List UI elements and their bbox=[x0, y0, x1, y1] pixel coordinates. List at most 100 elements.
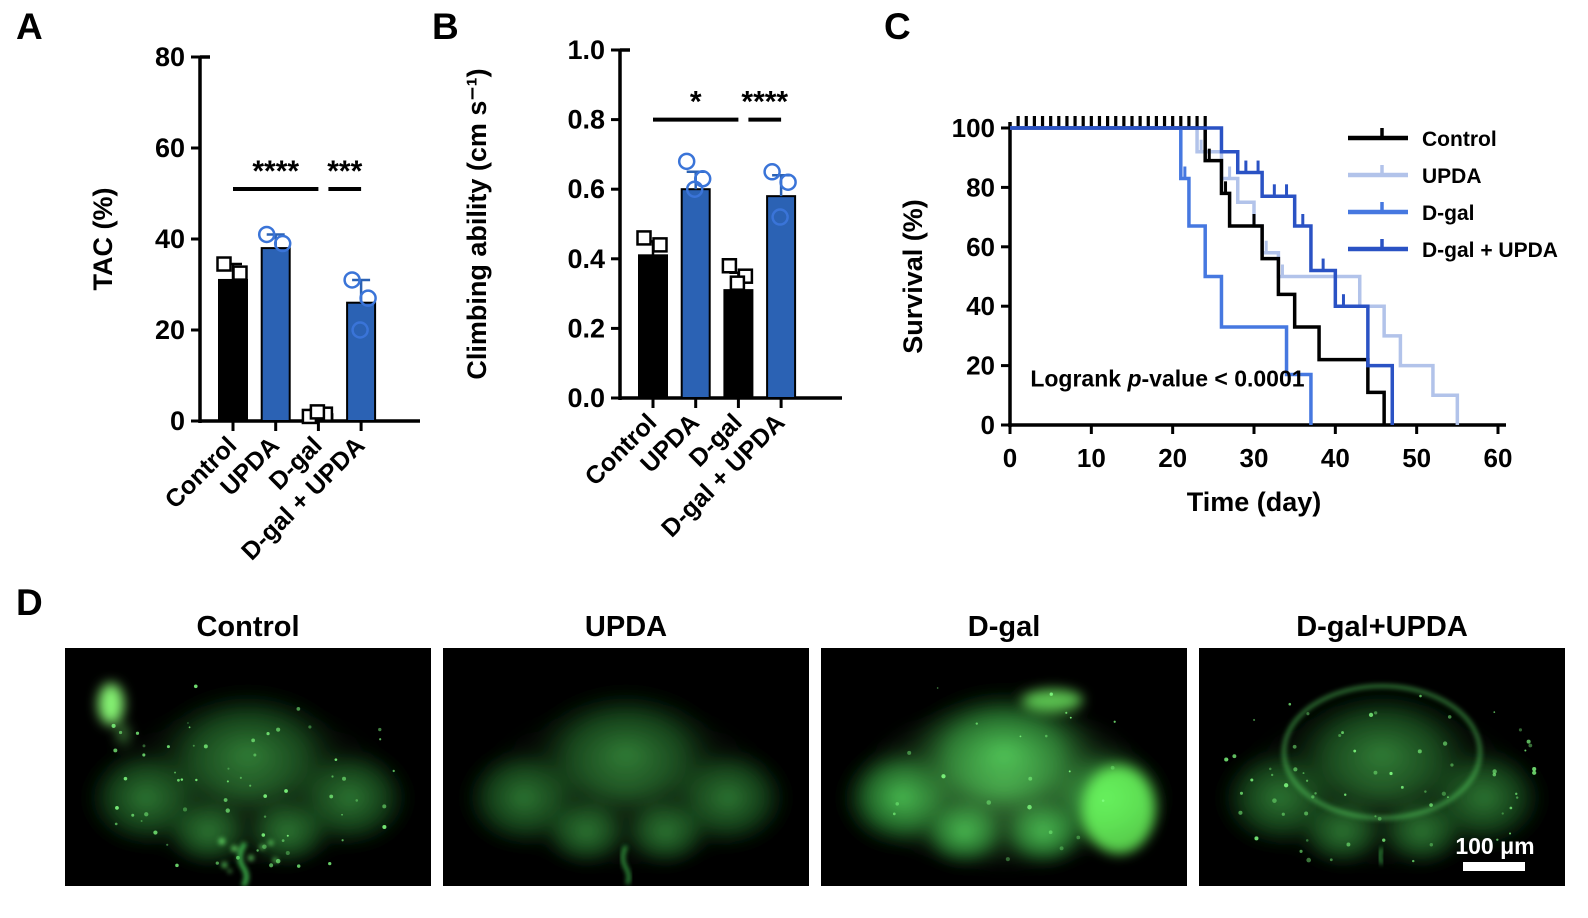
data-points-UPDA bbox=[677, 152, 712, 198]
legend-item-D-gal: D-gal bbox=[1348, 202, 1475, 225]
svg-text:40: 40 bbox=[155, 224, 185, 254]
svg-text:10: 10 bbox=[1077, 443, 1106, 473]
bar-D-gal + UPDA bbox=[766, 195, 797, 399]
x-axis-title: Time (day) bbox=[1187, 487, 1322, 517]
svg-text:TAC (%): TAC (%) bbox=[88, 188, 118, 291]
svg-text:40: 40 bbox=[966, 291, 995, 321]
significance-****: **** bbox=[233, 155, 319, 191]
micrograph-label-upda: UPDA bbox=[584, 611, 668, 643]
svg-text:0: 0 bbox=[981, 410, 995, 440]
svg-text:50: 50 bbox=[1402, 443, 1431, 473]
ventral-debris bbox=[218, 838, 278, 886]
svg-text:20: 20 bbox=[966, 351, 995, 381]
scale-bar bbox=[1463, 862, 1525, 871]
legend-item-Control: Control bbox=[1348, 128, 1497, 151]
svg-text:****: **** bbox=[252, 155, 299, 188]
micrograph-panel-upda: UPDA bbox=[443, 610, 809, 886]
svg-text:***: *** bbox=[327, 155, 362, 188]
y-axis-title: Survival (%) bbox=[898, 199, 928, 354]
svg-text:Control: Control bbox=[1422, 128, 1497, 151]
data-points-D-gal bbox=[301, 404, 334, 425]
data-points-UPDA bbox=[257, 225, 292, 253]
micrograph-control bbox=[65, 648, 431, 886]
svg-text:UPDA: UPDA bbox=[1422, 165, 1482, 188]
svg-text:D-gal: D-gal bbox=[1422, 202, 1475, 225]
bright-spot bbox=[98, 683, 124, 725]
top-censor-ticks bbox=[1016, 116, 1207, 127]
panel-b-letter: B bbox=[432, 6, 459, 47]
svg-text:0.4: 0.4 bbox=[567, 244, 605, 274]
series-D-gal bbox=[1010, 126, 1313, 425]
micrograph-dgal bbox=[821, 648, 1187, 886]
svg-text:40: 40 bbox=[1321, 443, 1350, 473]
svg-text:*: * bbox=[690, 86, 702, 119]
svg-text:30: 30 bbox=[1240, 443, 1269, 473]
logrank-annotation: Logrank p-value < 0.0001 bbox=[1030, 365, 1304, 391]
bar-UPDA bbox=[260, 247, 291, 422]
speckles bbox=[892, 687, 1116, 862]
scale-bar-label: 100 μm bbox=[1455, 833, 1534, 859]
significance-*: * bbox=[653, 86, 739, 122]
data-points-D-gal + UPDA bbox=[343, 271, 377, 339]
panel-d-letter: D bbox=[16, 582, 43, 623]
svg-text:0.2: 0.2 bbox=[567, 313, 605, 343]
micrograph-label-dgal-upda: D-gal+UPDA bbox=[1296, 611, 1468, 643]
bar-D-gal + UPDA bbox=[346, 301, 377, 423]
svg-text:60: 60 bbox=[1484, 443, 1513, 473]
data-points-D-gal + UPDA bbox=[763, 163, 797, 226]
brain-body bbox=[837, 684, 1171, 872]
significance-***: *** bbox=[327, 155, 363, 191]
micrograph-panel-dgal-upda: D-gal+UPDA 100 μm bbox=[1199, 610, 1565, 886]
brain-body bbox=[459, 684, 793, 872]
data-points-Control bbox=[216, 256, 248, 281]
svg-text:60: 60 bbox=[966, 232, 995, 262]
svg-text:0: 0 bbox=[170, 406, 185, 436]
ventral-tendril bbox=[1378, 847, 1384, 865]
micrograph-panel-dgal: D-gal bbox=[821, 610, 1187, 886]
svg-text:0.8: 0.8 bbox=[567, 105, 605, 135]
legend-item-D-gal + UPDA: D-gal + UPDA bbox=[1348, 239, 1558, 262]
data-points-D-gal bbox=[721, 258, 754, 291]
axes: 0 20 40 60 80 100 0 10 20 30 40 50 60 Time (day) Survi… bbox=[898, 113, 1512, 517]
bright-right-lobe bbox=[1083, 766, 1155, 854]
bar-Control bbox=[638, 254, 668, 399]
svg-text:80: 80 bbox=[966, 172, 995, 202]
speckles bbox=[1224, 694, 1537, 863]
micrograph-label-dgal: D-gal bbox=[967, 611, 1041, 643]
micrograph-strip: Control UPDA D-gal D-gal+UPDA 100 μm bbox=[65, 610, 1565, 886]
brain-body bbox=[81, 683, 415, 872]
data-points-Control bbox=[636, 230, 668, 253]
svg-text:20: 20 bbox=[1158, 443, 1187, 473]
svg-text:80: 80 bbox=[155, 42, 185, 72]
significance-****: **** bbox=[741, 86, 788, 122]
brain-body bbox=[1215, 684, 1549, 872]
climbing-bar-chart: 0.0 0.2 0.4 0.6 0.8 1.0 Climbing ability (cm s… bbox=[462, 35, 842, 543]
svg-text:100: 100 bbox=[952, 113, 995, 143]
panel-c-letter: C bbox=[884, 6, 911, 47]
micrograph-upda bbox=[443, 648, 809, 886]
speckles bbox=[111, 684, 395, 868]
svg-text:60: 60 bbox=[155, 133, 185, 163]
axes: 0.0 0.2 0.4 0.6 0.8 1.0 Climbing ability (cm s… bbox=[462, 35, 842, 413]
rim-glow bbox=[1282, 684, 1482, 820]
bright-top-right bbox=[1023, 689, 1083, 711]
micrograph-label-control: Control bbox=[196, 611, 300, 643]
svg-text:D-gal + UPDA: D-gal + UPDA bbox=[1422, 239, 1558, 262]
svg-text:20: 20 bbox=[155, 315, 185, 345]
survival-plot: 0 20 40 60 80 100 0 10 20 30 40 50 60 Time (day) Survi… bbox=[898, 113, 1558, 517]
panel-a-letter: A bbox=[16, 6, 43, 47]
svg-text:0.6: 0.6 bbox=[567, 174, 605, 204]
legend: Control UPDA D-gal D-gal + UPDA bbox=[1348, 128, 1558, 262]
micrograph-panel-control: Control bbox=[65, 610, 431, 886]
svg-text:0: 0 bbox=[1003, 443, 1017, 473]
micrograph-dgal-upda: 100 μm bbox=[1199, 648, 1565, 886]
svg-text:Climbing ability (cm s⁻¹): Climbing ability (cm s⁻¹) bbox=[462, 68, 492, 379]
svg-text:****: **** bbox=[741, 86, 788, 119]
bar-UPDA bbox=[680, 188, 711, 399]
bar-D-gal bbox=[723, 289, 754, 399]
bar-Control bbox=[218, 278, 248, 423]
svg-text:0.0: 0.0 bbox=[567, 383, 605, 413]
series-D-gal + UPDA bbox=[1010, 126, 1395, 425]
